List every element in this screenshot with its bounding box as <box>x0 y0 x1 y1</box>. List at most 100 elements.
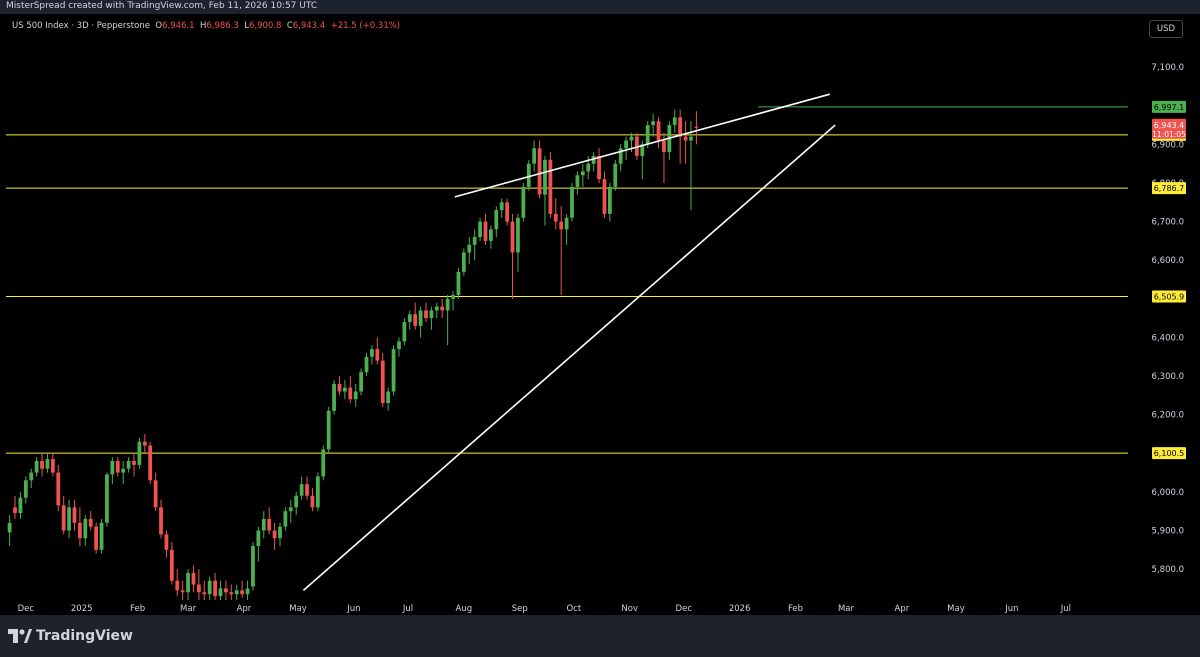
candle-body <box>418 310 423 326</box>
x-tick-label: Mar <box>838 604 855 614</box>
symbol-info: US 500 Index · 3D · Pepperstone O6,946.1… <box>12 21 400 31</box>
candle-body <box>543 159 547 195</box>
candle-body <box>99 522 104 550</box>
candle-body <box>445 298 450 311</box>
candle-body <box>267 518 272 531</box>
countdown-label: 11:01:05 <box>1152 130 1186 139</box>
candle-body <box>483 221 488 241</box>
open-label: O <box>155 21 163 31</box>
candle-body <box>137 441 142 465</box>
y-tick-label: 5,800.0 <box>1152 565 1184 575</box>
x-tick-label: Jul <box>1060 604 1071 614</box>
candle-body <box>29 472 34 481</box>
candle-body <box>224 588 228 593</box>
y-tick-label: 6,200.0 <box>1152 411 1184 421</box>
x-tick-label: Jun <box>1004 604 1018 614</box>
candle-body <box>564 217 569 230</box>
candle-body <box>196 584 201 593</box>
candle-body <box>370 349 374 357</box>
low-value: 6,900.8 <box>248 21 282 31</box>
y-tick-label: 7,100.0 <box>1152 63 1184 73</box>
x-tick-label: May <box>947 604 965 614</box>
candle-body <box>169 549 174 581</box>
candle-body <box>359 372 364 392</box>
candle-body <box>613 163 618 187</box>
tradingview-logo-icon <box>8 629 32 643</box>
candle-body <box>186 572 190 593</box>
candle-body <box>191 572 196 585</box>
candle-body <box>499 202 504 211</box>
candle-body <box>132 461 136 465</box>
x-tick-label: 2026 <box>729 604 751 614</box>
price-level-label: 6,505.9 <box>1154 293 1185 302</box>
x-tick-label: Jun <box>346 604 360 614</box>
change-value: +21.5 (+0.31%) <box>330 21 401 31</box>
candle-body <box>115 461 120 473</box>
candle-body <box>489 229 493 241</box>
candle-body <box>510 221 515 253</box>
high-value: 6,986.3 <box>206 21 239 31</box>
candle-body <box>451 294 455 299</box>
currency-button[interactable]: USD <box>1149 20 1183 38</box>
candle-body <box>456 271 461 295</box>
candle-body <box>40 461 44 469</box>
candle-body <box>13 507 17 514</box>
candle-body <box>597 155 601 180</box>
candle-body <box>607 186 612 214</box>
footer-bar <box>0 615 1200 657</box>
candle-body <box>640 144 645 156</box>
y-tick-label: 5,900.0 <box>1152 527 1184 537</box>
candle-body <box>575 175 580 187</box>
tradingview-logo[interactable]: TradingView <box>8 628 133 644</box>
candle-body <box>548 159 553 214</box>
candle-body <box>278 526 282 539</box>
candle-body <box>7 522 12 533</box>
candle-body <box>678 117 683 137</box>
open-value: 6,946.1 <box>162 21 195 31</box>
candle-body <box>494 210 499 230</box>
candle-body <box>56 472 61 506</box>
candle-body <box>321 449 326 477</box>
close-value: 6,943.4 <box>292 21 326 31</box>
candle-body <box>34 461 39 473</box>
candle-body <box>618 148 623 164</box>
candle-body <box>689 136 693 141</box>
candle-body <box>537 148 542 195</box>
candle-body <box>240 590 245 595</box>
candle-body <box>88 518 93 527</box>
candle-body <box>67 507 71 531</box>
candle-body <box>23 480 28 498</box>
candle-body <box>467 244 472 253</box>
candle-body <box>218 588 223 597</box>
candle-body <box>591 155 596 164</box>
candle-body <box>256 530 261 546</box>
price-level-badge <box>1152 100 1186 113</box>
price-level-badge <box>1152 290 1186 303</box>
trendline <box>302 124 836 591</box>
candle-body <box>478 221 482 238</box>
candle-body <box>656 121 661 141</box>
x-tick-label: Feb <box>130 604 145 614</box>
candle-body <box>683 136 688 141</box>
candle-body <box>180 590 185 593</box>
candle-body <box>505 202 510 222</box>
candle-body <box>337 383 342 392</box>
x-tick-label: Sep <box>512 604 528 614</box>
candle-body <box>694 126 699 128</box>
price-chart[interactable]: 5,800.05,900.06,000.06,100.06,200.06,300… <box>0 0 1200 615</box>
x-tick-label: Nov <box>621 604 638 614</box>
candle-body <box>261 518 266 531</box>
candle-body <box>429 310 434 319</box>
candle-body <box>364 356 369 373</box>
candle-body <box>440 306 445 311</box>
candle-body <box>61 505 66 531</box>
candle-body <box>461 252 466 272</box>
candle-body <box>121 468 126 473</box>
x-tick-label: Dec <box>676 604 693 614</box>
candle-body <box>207 580 212 595</box>
logo-text: TradingView <box>36 628 133 644</box>
candle-body <box>310 495 315 508</box>
candle-body <box>516 217 520 253</box>
candle-body <box>305 484 309 496</box>
candle-body <box>175 580 180 591</box>
